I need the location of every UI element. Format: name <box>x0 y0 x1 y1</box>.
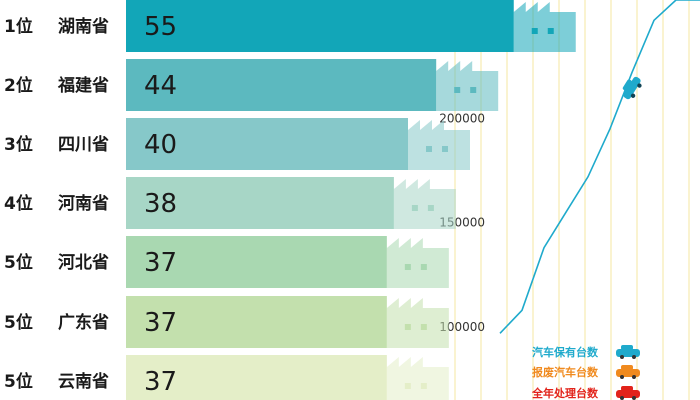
rank-label: 5位 <box>4 252 33 273</box>
car-body <box>623 76 641 100</box>
bar-value-label: 37 <box>144 367 177 397</box>
bar <box>126 355 387 400</box>
car-icon <box>616 365 640 379</box>
factory-window <box>420 264 427 270</box>
bar <box>126 0 514 52</box>
factory-body <box>386 238 449 288</box>
factory-window <box>420 324 427 330</box>
car-icon <box>616 386 640 400</box>
rank-label: 4位 <box>4 193 33 214</box>
factory-window <box>404 383 411 389</box>
car-icon <box>616 345 640 359</box>
factory-window <box>420 383 427 389</box>
factory-body <box>393 179 456 229</box>
factory-window <box>454 87 461 93</box>
car-wheel <box>632 396 636 400</box>
car-wheel <box>632 375 636 379</box>
bar-value-label: 38 <box>144 189 177 219</box>
factory-body <box>436 61 499 111</box>
car-body <box>616 369 640 377</box>
car-roof <box>621 365 633 370</box>
factory-body <box>408 120 470 170</box>
province-label: 四川省 <box>58 134 109 155</box>
car-wheel <box>620 396 624 400</box>
car-wheel <box>620 355 624 359</box>
factory-icon <box>386 298 449 348</box>
rank-label: 2位 <box>4 75 33 96</box>
rank-label: 1位 <box>4 16 33 37</box>
province-label: 广东省 <box>58 312 109 333</box>
car-roof <box>621 345 633 350</box>
rank-label: 5位 <box>4 312 33 333</box>
legend-label: 汽车保有台数 <box>532 345 599 359</box>
factory-body <box>386 298 449 348</box>
bar-value-label: 40 <box>144 130 177 160</box>
factory-icon <box>408 120 470 170</box>
bar-value-label: 44 <box>144 71 177 101</box>
province-label: 云南省 <box>58 371 109 392</box>
line-chart: 100000150000200000250000汽车保有台数报废汽车台数全年处理… <box>439 0 700 400</box>
factory-window <box>426 146 432 152</box>
bar-value-label: 37 <box>144 248 177 278</box>
factory-window <box>404 264 411 270</box>
province-label: 湖南省 <box>58 16 109 37</box>
bar <box>126 59 437 111</box>
province-label: 福建省 <box>57 75 109 96</box>
bar-value-label: 37 <box>144 308 177 338</box>
factory-window <box>427 205 434 211</box>
car-wheel <box>632 355 636 359</box>
rank-label: 3位 <box>4 134 33 155</box>
legend-label: 全年处理台数 <box>531 386 599 400</box>
factory-body <box>386 357 449 400</box>
factory-window <box>411 205 418 211</box>
car-wheel <box>630 93 636 98</box>
rank-label: 5位 <box>4 371 33 392</box>
car-wheel <box>620 375 624 379</box>
factory-window <box>531 28 538 34</box>
car-wheel <box>637 83 642 88</box>
factory-window <box>442 146 448 152</box>
factory-icon <box>386 238 449 288</box>
bar <box>126 236 387 288</box>
factory-window <box>470 87 477 93</box>
factory-icon <box>513 2 576 52</box>
province-label: 河南省 <box>58 193 109 214</box>
car-roof <box>622 79 632 91</box>
y-tick-label: 200000 <box>439 111 485 125</box>
car-roof <box>621 386 633 391</box>
car-body <box>616 349 640 357</box>
factory-icon <box>393 179 456 229</box>
legend-label: 报废汽车台数 <box>532 365 599 379</box>
factory-window <box>404 324 411 330</box>
factory-icon <box>386 357 449 400</box>
factory-window <box>547 28 554 34</box>
bar-value-label: 55 <box>144 12 177 42</box>
bar <box>126 296 387 348</box>
bar <box>126 177 394 229</box>
bar <box>126 118 408 170</box>
car-body <box>616 390 640 398</box>
factory-body <box>513 2 576 52</box>
factory-icon <box>436 61 499 111</box>
car-icon <box>622 76 642 100</box>
y-tick-label: 100000 <box>439 320 485 334</box>
series-line <box>499 0 700 334</box>
province-label: 河北省 <box>58 252 109 273</box>
